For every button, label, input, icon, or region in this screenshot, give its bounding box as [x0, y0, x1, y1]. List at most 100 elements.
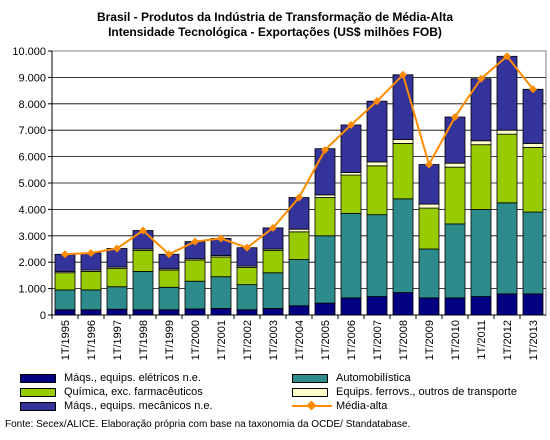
bar-segment-s2-16	[470, 144, 492, 210]
legend-label-equips-ferrovs: Equips. ferrovs., outros de transporte	[336, 386, 517, 398]
bar-segment-s4-9	[288, 197, 310, 230]
bar-segment-s1-9	[288, 259, 310, 307]
x-tick-label: 1T/2011	[476, 320, 488, 360]
bar-segment-s0-15	[444, 297, 466, 316]
y-tick-label: 7.000	[18, 125, 46, 137]
bar-segment-s3-13	[392, 139, 414, 144]
x-tick-label: 1T/2008	[398, 320, 410, 360]
bar-segment-s4-10	[314, 148, 336, 196]
bar-segment-s3-16	[470, 140, 492, 146]
bar-segment-s2-14	[418, 207, 440, 250]
x-tick-label: 1T/2002	[242, 320, 254, 360]
bar-segment-s0-16	[470, 296, 492, 316]
line-point-media-alta-8	[269, 223, 277, 232]
bar-segment-s1-15	[444, 223, 466, 299]
legend-label-automobilistica: Automobilística	[336, 372, 411, 384]
line-point-media-alta-10	[321, 146, 329, 154]
line-point-media-alta-11	[347, 120, 355, 129]
x-tick-label: 1T/2004	[294, 320, 306, 360]
bar-segment-s1-0	[54, 289, 76, 311]
bar-segment-s2-11	[340, 174, 362, 214]
legend-swatch-quimica	[20, 388, 56, 397]
bar-segment-s0-17	[496, 293, 518, 316]
bar-segment-s0-13	[392, 292, 414, 316]
y-tick-label: 8.000	[18, 99, 46, 111]
bar-segment-s2-2	[106, 267, 128, 288]
y-tick-label: 4.000	[18, 204, 46, 216]
chart-legend: Máqs., equips. elétricos n.e. Química, e…	[20, 372, 540, 416]
line-point-media-alta-6	[217, 234, 225, 243]
bar-segment-s1-6	[210, 276, 232, 309]
bar-segment-s1-7	[236, 284, 258, 311]
y-tick-label: 6.000	[18, 152, 46, 164]
y-tick-label: 5.000	[18, 178, 46, 190]
legend-swatch-maqs-mecanicos	[20, 402, 56, 411]
bar-segment-s3-14	[418, 203, 440, 209]
bar-segment-s2-0	[54, 272, 76, 291]
legend-swatch-equips-ferrovs	[292, 388, 328, 397]
y-tick-label: 2.000	[18, 257, 46, 269]
y-tick-label: 1.000	[18, 284, 46, 296]
bar-segment-s2-5	[184, 259, 206, 282]
legend-swatch-maqs-eletricos	[20, 374, 56, 383]
x-tick-label: 1T/2000	[190, 320, 202, 360]
line-point-media-alta-9	[295, 193, 303, 202]
line-point-media-alta-17	[503, 52, 511, 61]
x-tick-label: 1T/1998	[138, 320, 150, 360]
legend-label-maqs-eletricos: Máqs., equips. elétricos n.e.	[64, 372, 201, 384]
bar-segment-s3-12	[366, 161, 388, 167]
bar-segment-s4-18	[522, 88, 544, 144]
x-tick-label: 1T/2006	[346, 320, 358, 360]
bar-segment-s2-18	[522, 146, 544, 213]
bar-segment-s0-3	[132, 309, 154, 316]
x-tick-label: 1T/2005	[320, 320, 332, 360]
line-point-media-alta-12	[373, 97, 381, 106]
line-point-media-alta-7	[243, 243, 251, 252]
line-point-media-alta-1	[87, 248, 95, 257]
bar-segment-s2-10	[314, 197, 336, 237]
line-point-media-alta-18	[529, 85, 537, 94]
bar-segment-s1-16	[470, 208, 492, 297]
bar-segment-s0-2	[106, 308, 128, 316]
x-tick-label: 1T/1995	[60, 320, 72, 360]
x-tick-label: 1T/2001	[216, 320, 228, 360]
y-tick-label: 0	[40, 310, 46, 322]
bar-segment-s4-17	[496, 55, 518, 131]
chart-title-line1: Brasil - Produtos da Indústria de Transf…	[96, 10, 454, 24]
y-tick-label: 3.000	[18, 231, 46, 243]
line-point-media-alta-0	[61, 250, 69, 259]
y-tick-label: 10.000	[12, 46, 46, 58]
bar-segment-s1-12	[366, 214, 388, 297]
bar-segment-s1-5	[184, 280, 206, 310]
x-tick-label: 1T/2003	[268, 320, 280, 360]
bar-segment-s1-11	[340, 212, 362, 299]
bar-segment-s4-13	[392, 74, 414, 140]
line-point-media-alta-5	[191, 237, 199, 246]
x-tick-label: 1T/2007	[372, 320, 384, 360]
line-point-media-alta-15	[451, 113, 459, 121]
bar-segment-s1-14	[418, 248, 440, 299]
bar-segment-s2-9	[288, 231, 310, 260]
bar-segment-s2-8	[262, 249, 284, 274]
line-point-media-alta-14	[425, 160, 433, 169]
bar-segment-s0-14	[418, 297, 440, 316]
bar-segment-s0-4	[158, 309, 180, 316]
bar-segment-s2-12	[366, 165, 388, 216]
bar-segment-s4-15	[444, 116, 466, 164]
bar-segment-s1-4	[158, 286, 180, 311]
bar-segment-s0-1	[80, 309, 102, 316]
line-point-media-alta-3	[139, 226, 147, 235]
bar-segment-s2-13	[392, 142, 414, 200]
x-tick-label: 1T/2012	[502, 320, 514, 360]
legend-label-media-alta: Média-alta	[336, 400, 388, 412]
bar-segment-s1-17	[496, 202, 518, 295]
chart-svg: 0 1.000 2.000 3.000 4.000 5.000 6.000 7.000 8.00…	[12, 46, 547, 360]
x-tick-label: 1T/2013	[528, 320, 540, 360]
bar-segment-s0-10	[314, 302, 336, 316]
x-tick-label: 1T/2009	[424, 320, 436, 360]
chart-title-line2: Intensidade Tecnológica - Exportações (U…	[108, 25, 442, 39]
bar-segment-s2-1	[80, 271, 102, 291]
x-tick-label: 1T/1996	[86, 320, 98, 360]
bar-segment-s2-17	[496, 133, 518, 204]
bar-segment-s4-14	[418, 164, 440, 205]
